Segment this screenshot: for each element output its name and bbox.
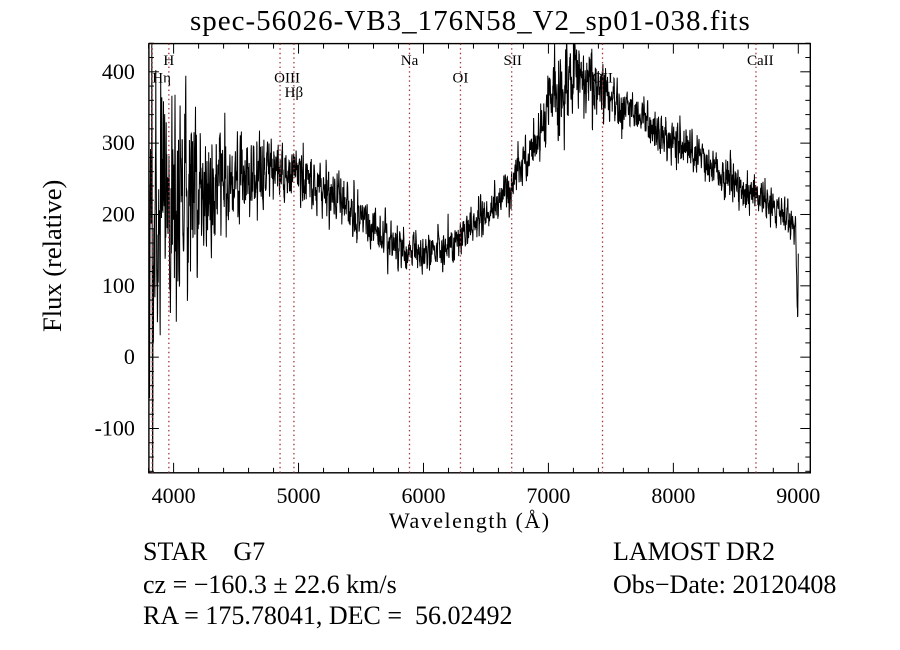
svg-text:Na: Na	[401, 53, 419, 69]
svg-text:SII: SII	[504, 53, 522, 69]
svg-text:-100: -100	[95, 416, 135, 441]
svg-text:CaII: CaII	[747, 53, 774, 69]
svg-text:100: 100	[102, 273, 135, 298]
svg-text:4000: 4000	[152, 483, 196, 508]
svg-text:OII: OII	[592, 70, 613, 86]
svg-text:H: H	[163, 53, 174, 69]
svg-text:OIII: OIII	[274, 70, 300, 86]
svg-text:6000: 6000	[401, 483, 445, 508]
svg-text:Hβ: Hβ	[285, 85, 303, 101]
svg-text:0: 0	[124, 344, 135, 369]
svg-text:8000: 8000	[651, 483, 695, 508]
svg-text:400: 400	[102, 59, 135, 84]
svg-text:7000: 7000	[526, 483, 570, 508]
svg-text:5000: 5000	[277, 483, 321, 508]
svg-text:9000: 9000	[776, 483, 820, 508]
svg-text:200: 200	[102, 201, 135, 226]
svg-text:Hη: Hη	[152, 70, 171, 86]
svg-text:300: 300	[102, 130, 135, 155]
svg-text:OI: OI	[453, 70, 469, 86]
